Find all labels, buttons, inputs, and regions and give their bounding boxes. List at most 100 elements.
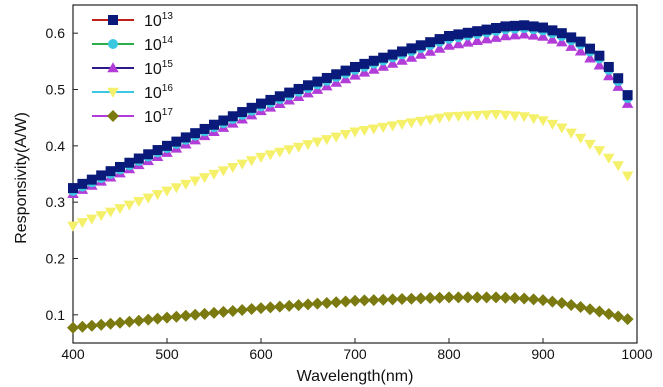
data-point [114,316,126,329]
data-point [312,76,323,87]
data-point [509,20,520,31]
y-tick-label: 0.6 [46,25,66,41]
data-point [537,294,549,307]
data-point [613,73,624,84]
data-point [397,46,407,57]
data-point [86,214,98,225]
data-point [574,300,587,313]
data-point [283,299,296,312]
x-tick-label: 800 [437,346,461,362]
data-point [491,23,501,34]
x-tick-label: 600 [249,346,273,362]
data-point [472,26,483,37]
legend-item: 1014 [92,35,173,54]
data-point [621,171,634,182]
data-point [330,296,343,309]
data-point [368,124,380,135]
data-point [396,293,408,306]
data-point [537,116,549,127]
data-point [508,292,521,305]
data-point [425,37,436,48]
data-point [433,291,446,304]
data-point [415,48,427,59]
data-point [339,295,352,308]
data-point [480,110,493,121]
x-tick-label: 1000 [621,346,652,362]
data-point [142,193,154,204]
data-point [612,161,624,172]
data-point [556,28,567,39]
data-point [245,303,258,316]
data-point [406,43,417,54]
data-point [95,318,108,331]
data-point [152,145,163,156]
data-point [237,107,248,118]
legend-label: 1016 [144,83,173,102]
data-point [132,314,145,327]
data-point [518,112,530,123]
data-point [180,179,192,190]
data-point [603,70,615,81]
data-point [302,140,314,151]
data-point [349,127,361,138]
data-point [179,309,192,322]
x-tick-label: 400 [61,346,85,362]
data-point [161,311,173,324]
data-point [340,65,351,76]
y-tick-label: 0.5 [46,82,66,98]
data-point [386,57,399,68]
data-point [180,132,191,143]
legend-label: 1014 [144,35,173,54]
data-point [331,69,342,80]
data-point [321,72,332,83]
data-point [170,183,183,194]
series-10-16 [67,110,634,232]
data-point [481,24,492,35]
data-point [303,80,313,91]
data-point [123,200,136,211]
data-point [574,133,587,144]
data-point [452,291,465,304]
data-point [264,301,277,314]
data-point [499,110,512,121]
data-point [452,38,465,49]
data-point [386,121,399,132]
legend-item: 1013 [92,11,173,30]
axis-ticks: 400 500 600 700 800 900 1000 0.1 0.2 0.3 0.4 0.5 0.6 [46,25,653,362]
data-point [350,61,360,72]
data-point [584,52,596,63]
data-point [405,292,418,305]
data-point [311,137,324,148]
data-point [405,51,418,62]
data-point [575,36,586,47]
data-point [77,178,88,189]
data-point [264,150,277,161]
data-point [519,20,530,31]
data-point [170,310,183,323]
data-point [274,147,286,158]
data-point [443,39,455,50]
data-point [415,116,427,127]
data-point [86,174,97,185]
data-point [621,313,634,326]
data-point [274,91,285,102]
legend-marker [108,39,118,49]
data-point [236,159,248,170]
data-point [76,218,89,229]
data-point [574,45,587,56]
data-point [415,40,426,51]
data-point [471,291,484,304]
data-point [198,307,211,320]
legend-marker [107,110,119,122]
data-point [377,122,389,133]
legend-item: 1017 [92,107,173,126]
data-point [556,123,568,134]
data-point [480,291,493,304]
data-point [218,115,229,126]
data-point [584,139,596,150]
data-point [359,58,370,69]
data-point [527,293,540,306]
x-tick-label: 700 [343,346,367,362]
